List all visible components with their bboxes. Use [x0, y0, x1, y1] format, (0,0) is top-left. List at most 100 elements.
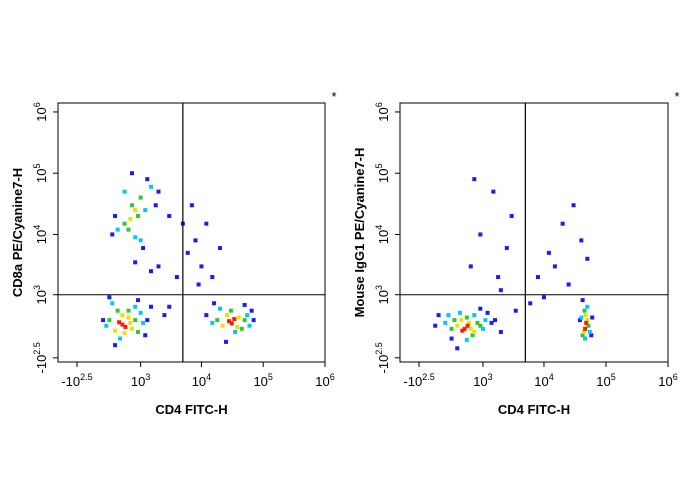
event-dot: [468, 326, 473, 331]
event-dot: [478, 306, 483, 311]
event-dot: [459, 318, 464, 323]
event-dot: [138, 310, 143, 315]
event-dot: [585, 256, 590, 261]
event-dot: [115, 308, 120, 313]
event-dot: [107, 295, 112, 300]
event-dot: [110, 301, 115, 306]
x-tick-label: -102.5: [61, 372, 92, 389]
event-dot: [167, 304, 172, 309]
event-dot: [104, 323, 109, 328]
event-dot: [590, 315, 595, 320]
event-dot: [113, 214, 118, 219]
event-dot: [122, 221, 127, 226]
event-dot: [470, 333, 475, 338]
event-dot: [251, 318, 256, 323]
event-dot: [242, 318, 247, 323]
event-dot: [228, 308, 233, 313]
event-dot: [452, 318, 457, 323]
event-dot: [468, 264, 473, 269]
event-dot: [245, 313, 250, 318]
event-dot: [493, 318, 498, 323]
event-dot: [566, 282, 571, 287]
event-dot: [148, 269, 153, 274]
event-dot: [227, 319, 232, 324]
event-dot: [215, 318, 220, 323]
event-dot: [478, 323, 483, 328]
y-axis-title: CD8a PE/Cyanine7-H: [10, 168, 25, 297]
y-tick-label: 105: [32, 163, 49, 182]
event-dot: [498, 288, 503, 293]
event-dot: [483, 318, 488, 323]
event-dot: [552, 264, 557, 269]
event-dot: [148, 184, 153, 189]
event-dot: [589, 333, 594, 338]
event-dot: [496, 275, 501, 280]
event-dot: [455, 323, 460, 328]
event-dot: [498, 329, 503, 334]
event-dot: [218, 246, 223, 251]
event-dot: [117, 320, 122, 325]
event-dot: [480, 326, 485, 331]
event-dot: [133, 235, 138, 240]
event-dot: [126, 227, 131, 232]
event-dot: [120, 313, 125, 318]
event-dot: [242, 302, 247, 307]
x-axis-title: CD4 FITC-H: [155, 402, 227, 417]
corner-mark: *: [674, 89, 679, 104]
event-dot: [577, 318, 582, 323]
event-dot: [113, 328, 118, 333]
event-dot: [560, 221, 565, 226]
event-dot: [233, 329, 238, 334]
event-dot: [464, 315, 469, 320]
event-dot: [128, 320, 133, 325]
event-dot: [122, 331, 127, 336]
event-dot: [446, 313, 451, 318]
event-dot: [584, 320, 589, 325]
event-dot: [489, 320, 494, 325]
event-dot: [249, 308, 254, 313]
y-tick-label: -102.5: [374, 342, 391, 373]
event-dot: [123, 324, 128, 329]
event-dot: [472, 177, 477, 182]
event-dot: [583, 326, 588, 331]
event-dot: [130, 203, 135, 208]
event-dot: [585, 304, 590, 309]
event-dot: [247, 323, 252, 328]
event-dot: [239, 326, 244, 331]
event-dot: [449, 336, 454, 341]
event-dot: [136, 329, 141, 334]
x-tick-label: 105: [596, 372, 615, 389]
y-tick-label: 104: [374, 225, 391, 244]
event-dot: [464, 337, 469, 342]
event-dot: [148, 304, 153, 309]
event-dot: [472, 329, 477, 334]
event-dot: [138, 238, 143, 243]
event-dot: [204, 221, 209, 226]
event-dot: [581, 329, 586, 334]
event-dot: [199, 264, 204, 269]
event-dot: [185, 250, 190, 255]
event-dot: [133, 318, 138, 323]
event-dot: [485, 310, 490, 315]
event-dot: [212, 301, 217, 306]
event-dot: [122, 189, 127, 194]
event-dot: [143, 333, 148, 338]
event-dot: [580, 333, 585, 338]
event-dot: [580, 298, 585, 303]
event-dot: [535, 275, 540, 280]
event-dot: [436, 313, 441, 318]
event-dot: [455, 346, 460, 351]
event-dot: [141, 246, 146, 251]
event-dot: [133, 304, 138, 309]
event-dot: [528, 301, 533, 306]
event-dot: [579, 315, 584, 320]
event-dot: [513, 308, 518, 313]
event-dot: [541, 295, 546, 300]
event-dot: [583, 336, 588, 341]
event-dot: [586, 323, 591, 328]
event-dot: [133, 208, 138, 213]
event-dot: [587, 329, 592, 334]
event-dot: [546, 250, 551, 255]
